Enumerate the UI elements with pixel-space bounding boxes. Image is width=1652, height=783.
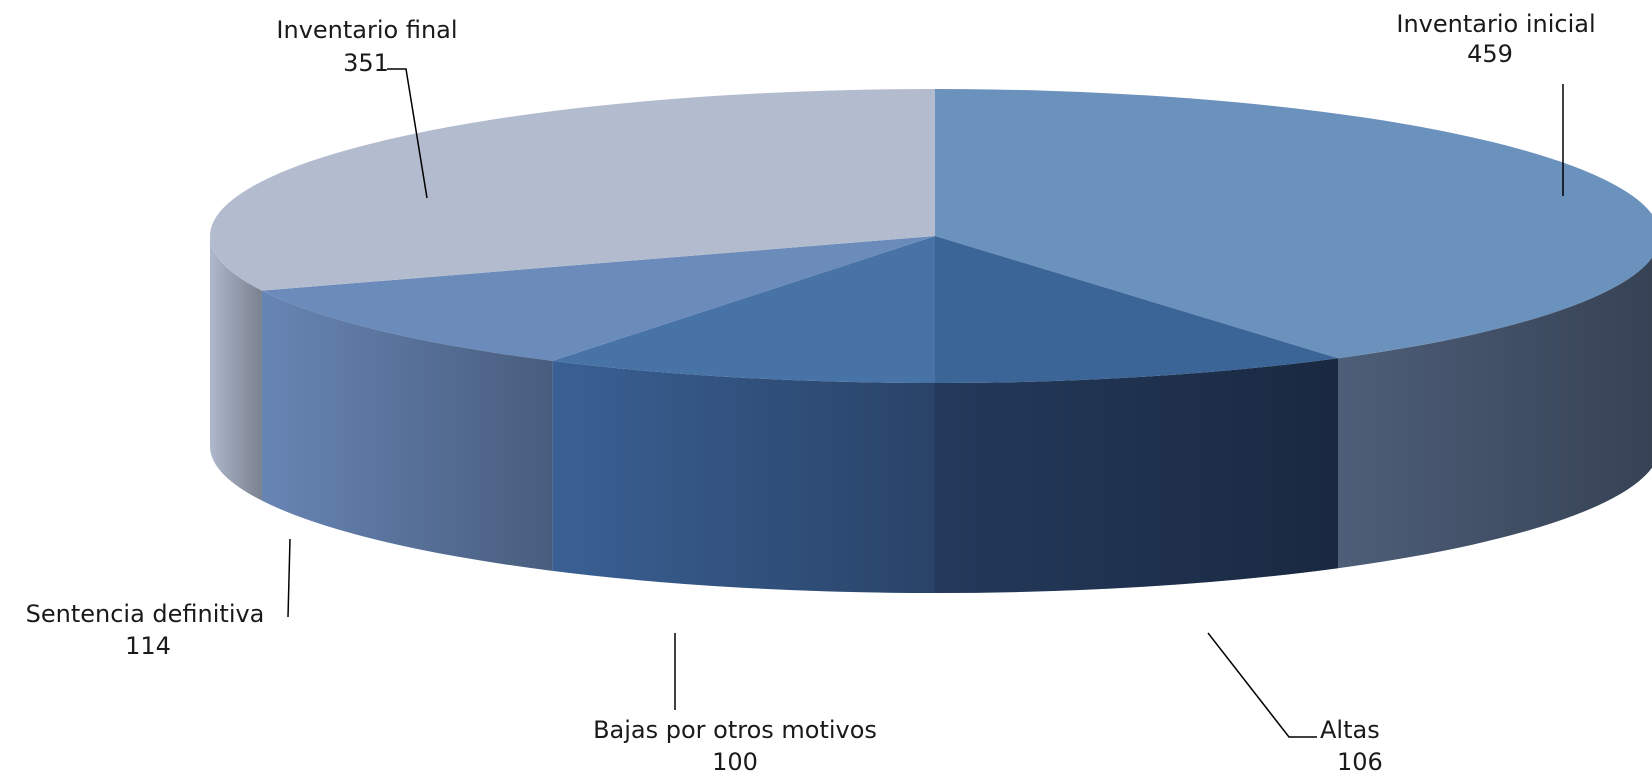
pie-side-shade bbox=[1338, 257, 1652, 569]
pie-side-walls bbox=[210, 236, 1652, 593]
slice-label-name: Inventario final bbox=[276, 16, 457, 44]
pie-slice-bajas-por-otros-motivos bbox=[552, 236, 935, 383]
leader-sentencia-definitiva bbox=[287, 538, 291, 618]
pie-slice-inventario-inicial bbox=[935, 89, 1652, 359]
pie-side-shade bbox=[261, 290, 553, 571]
slice-label-value: 459 bbox=[1467, 40, 1513, 68]
slice-label-name: Inventario inicial bbox=[1396, 10, 1595, 38]
slice-label-value: 106 bbox=[1337, 748, 1383, 776]
pie-top-faces bbox=[210, 89, 1652, 383]
pie-slice-sentencia-definitiva bbox=[261, 236, 936, 361]
leader-altas bbox=[1207, 632, 1317, 738]
slice-label-inventario-final: Inventario final 351 bbox=[276, 16, 457, 77]
slice-label-bajas-por-otros-motivos: Bajas por otros motivos 100 bbox=[593, 716, 877, 776]
pie-side-shade bbox=[210, 236, 262, 501]
slice-label-inventario-inicial: Inventario inicial 459 bbox=[1396, 10, 1595, 68]
slice-label-value: 351 bbox=[343, 49, 389, 77]
slice-label-name: Bajas por otros motivos bbox=[593, 716, 877, 744]
pie-slice-altas bbox=[935, 236, 1338, 383]
slice-label-altas: Altas 106 bbox=[1320, 716, 1383, 776]
pie-side-shade bbox=[935, 358, 1338, 593]
pie-side-shade bbox=[552, 360, 935, 593]
slice-label-sentencia-definitiva: Sentencia definitiva 114 bbox=[26, 600, 265, 660]
leader-lines bbox=[287, 68, 1564, 738]
pie-slice-inventario-final bbox=[210, 89, 936, 291]
slice-label-name: Sentencia definitiva bbox=[26, 600, 265, 628]
leader-inventario-final bbox=[387, 68, 428, 199]
slice-label-name: Altas bbox=[1320, 716, 1380, 744]
slice-label-value: 114 bbox=[125, 632, 171, 660]
slice-label-value: 100 bbox=[712, 748, 758, 776]
